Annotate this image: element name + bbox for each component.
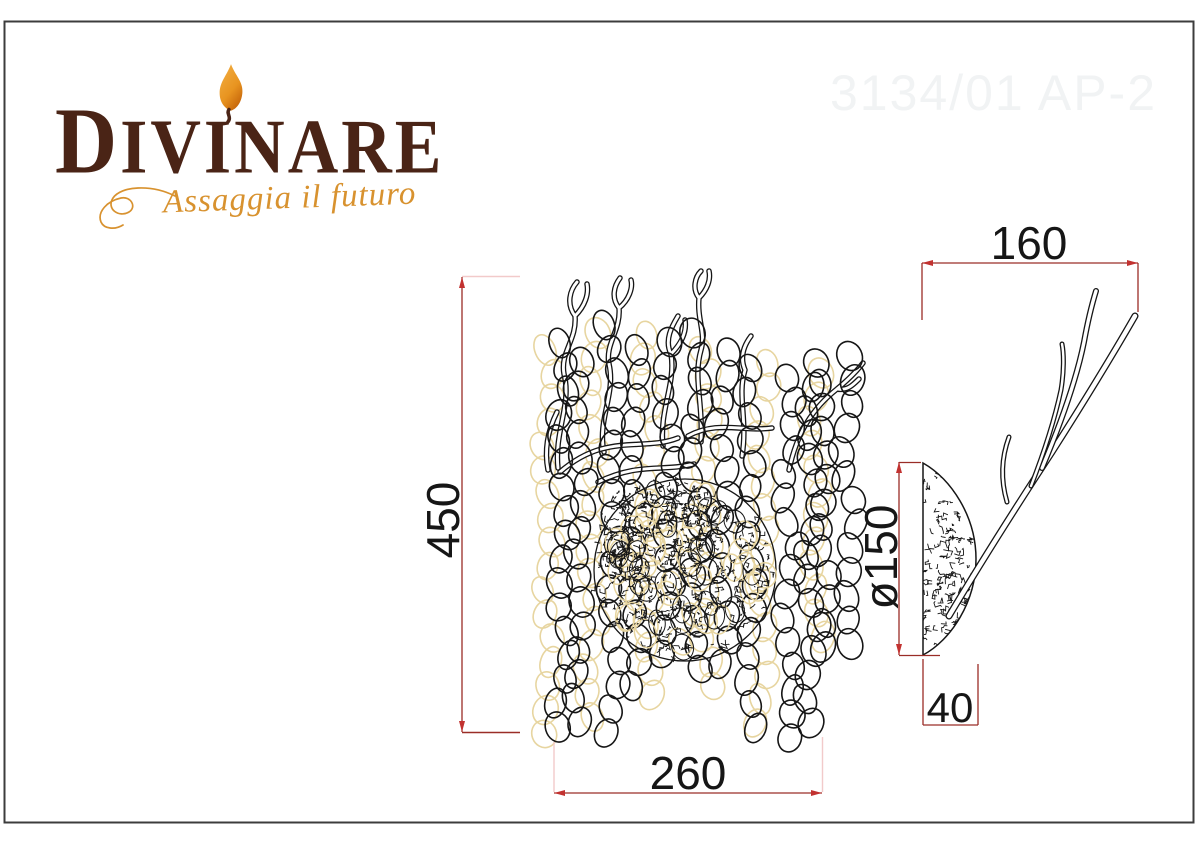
candle-flame-icon [219, 64, 243, 124]
front-width-label: 260 [650, 747, 727, 799]
dimension-side-diameter: ø150 [855, 461, 940, 657]
brand-rest: IVINARE [120, 105, 445, 190]
tagline-flourish [99, 187, 176, 229]
lamp-front-view-branches [543, 268, 866, 485]
brand-initial: D [55, 87, 121, 194]
front-height-label: 450 [417, 482, 469, 559]
page-border [3, 20, 1195, 824]
lamp-front-view-accent-beads [529, 316, 836, 749]
dimension-side-projection: 160 [921, 217, 1139, 320]
side-projection-label: 160 [991, 217, 1068, 269]
dimension-front-height: 450 [417, 275, 520, 734]
side-diameter-label: ø150 [855, 505, 907, 610]
brand-tagline: Assaggia il futuro [162, 175, 417, 221]
brand-name: DIVINARE [55, 93, 445, 190]
lamp-side-view-branch [945, 288, 1139, 620]
brand-logo: DIVINARE Assaggia il futuro [55, 64, 535, 240]
model-number: 3134/01 AP-2 [829, 65, 1157, 121]
dimension-front-width: 260 [553, 737, 824, 799]
lamp-side-view-dome [922, 461, 977, 657]
side-depth-label: 40 [927, 684, 974, 731]
dimension-side-depth: 40 [922, 659, 979, 731]
lamp-front-view-dome [590, 476, 778, 663]
